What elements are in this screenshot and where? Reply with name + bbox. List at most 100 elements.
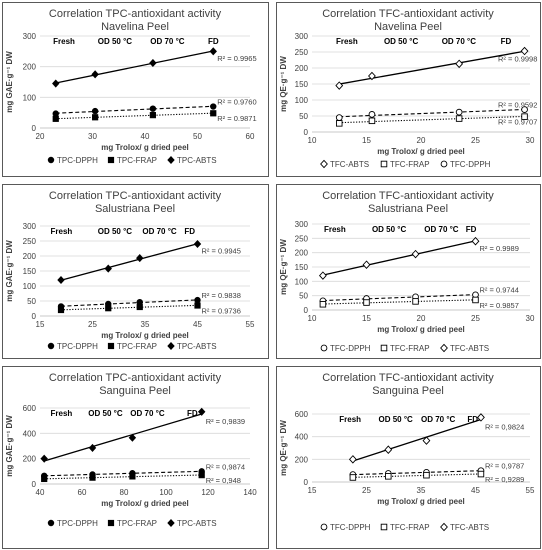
data-point xyxy=(319,301,327,308)
legend-item: TPC-ABTS xyxy=(167,155,217,165)
y-axis-label: mg QE·g⁻¹ DW xyxy=(279,56,288,112)
y-tick-label: 250 xyxy=(295,48,309,57)
x-axis-label: mg Trolox/ g dried peel xyxy=(101,331,189,340)
series-TFC-ABTS: R² = 0.9989 xyxy=(318,236,519,280)
legend-marker xyxy=(440,343,448,353)
x-tick-label: 55 xyxy=(246,320,255,329)
r-squared-label: R² = 0,9824 xyxy=(485,422,524,431)
stage-annotation: FD xyxy=(501,37,512,46)
legend-label: TFC-FRAP xyxy=(390,523,430,532)
x-tick-label: 100 xyxy=(159,488,173,497)
data-point xyxy=(335,114,343,121)
data-point xyxy=(136,303,143,311)
x-tick-label: 140 xyxy=(243,488,257,497)
data-point xyxy=(521,106,528,113)
y-tick-label: 150 xyxy=(23,267,37,276)
data-point xyxy=(210,110,217,117)
legend: TFC-ABTS TFC-FRAP TFC-DPPH xyxy=(320,159,491,169)
data-point xyxy=(105,305,112,312)
data-point xyxy=(368,117,376,125)
data-point xyxy=(92,114,99,121)
data-point xyxy=(104,264,112,273)
x-tick-label: 30 xyxy=(526,314,535,323)
data-point xyxy=(149,58,157,68)
legend-marker xyxy=(47,342,55,350)
x-tick-label: 15 xyxy=(308,486,317,495)
legend-label: TFC-FRAP xyxy=(390,160,430,169)
chart-frame xyxy=(2,2,269,177)
y-tick-label: 200 xyxy=(295,249,309,258)
y-tick-label: 100 xyxy=(23,282,37,291)
legend-label: TPC-ABTS xyxy=(177,156,217,165)
data-point xyxy=(477,413,485,422)
legend-label: TPC-FRAP xyxy=(117,342,157,351)
y-tick-label: 200 xyxy=(295,455,309,464)
data-point xyxy=(520,46,529,56)
legend-item: TPC-FRAP xyxy=(107,342,157,351)
legend-marker xyxy=(320,523,328,531)
legend-marker xyxy=(320,344,328,352)
legend-item: TFC-FRAP xyxy=(380,523,430,532)
stage-annotation: OD 70 °C xyxy=(150,37,185,46)
data-point xyxy=(423,471,430,479)
stage-annotation: OD 50 °C xyxy=(372,225,407,234)
data-point xyxy=(422,436,431,445)
trendline xyxy=(55,50,214,84)
legend-label: TPC-FRAP xyxy=(117,156,157,165)
legend-marker xyxy=(440,522,448,532)
y-tick-label: 0 xyxy=(32,480,37,489)
chart-panel-1: Correlation TPC-antioxidant activityNave… xyxy=(2,2,269,177)
legend-label: TFC-ABTS xyxy=(450,523,489,532)
x-tick-label: 20 xyxy=(417,314,426,323)
series-TPC-ABTS: R² = 0,9839 xyxy=(40,407,245,463)
legend-marker xyxy=(47,519,55,527)
r-squared-label: R² = 0.9760 xyxy=(217,97,256,106)
data-point xyxy=(136,254,144,263)
r-squared-label: R² = 0.9871 xyxy=(217,114,256,123)
data-point xyxy=(368,71,376,81)
y-tick-label: 150 xyxy=(295,263,309,272)
data-point xyxy=(193,239,202,249)
y-tick-label: 50 xyxy=(27,297,36,306)
y-axis-label: mg QE·g⁻¹ DW xyxy=(279,239,288,295)
stage-annotation: OD 70 °C xyxy=(142,227,177,236)
r-squared-label: R² = 0,9839 xyxy=(206,417,245,426)
r-squared-label: R² = 0.9736 xyxy=(202,306,241,315)
r-squared-label: R² = 0,9289 xyxy=(485,475,524,484)
legend-marker xyxy=(380,523,388,531)
x-tick-label: 80 xyxy=(120,488,129,497)
stage-annotation: Fresh xyxy=(336,37,358,46)
chart-subtitle: Salustriana Peel xyxy=(368,203,448,215)
data-point xyxy=(521,113,528,120)
legend-label: TFC-DPPH xyxy=(330,344,371,353)
data-point xyxy=(194,302,201,309)
x-tick-label: 25 xyxy=(471,314,480,323)
stage-annotation: OD 70 °C xyxy=(130,409,165,418)
x-tick-label: 45 xyxy=(193,320,202,329)
legend-item: TFC-DPPH xyxy=(440,160,491,169)
data-point xyxy=(411,249,420,259)
data-point xyxy=(318,271,327,280)
y-axis-label: mg GAE·g⁻¹ DW xyxy=(5,415,14,477)
y-tick-label: 0 xyxy=(32,124,37,133)
data-point xyxy=(149,105,157,112)
legend-label: TPC-ABTS xyxy=(177,519,217,528)
x-tick-label: 30 xyxy=(88,132,97,141)
trendline xyxy=(44,470,202,477)
stage-annotation: OD 70 °C xyxy=(424,225,459,234)
legend-item: TFC-DPPH xyxy=(320,523,371,532)
legend-item: TPC-FRAP xyxy=(107,519,157,528)
data-point xyxy=(455,108,463,116)
legend-label: TPC-DPPH xyxy=(57,342,98,351)
trendline xyxy=(339,108,525,118)
chart-title: Correlation TPC-antioxidant activity xyxy=(49,372,222,384)
y-tick-label: 150 xyxy=(295,80,309,89)
stage-annotation: Fresh xyxy=(53,37,75,46)
trendline xyxy=(322,294,476,302)
y-tick-label: 0 xyxy=(32,312,37,321)
x-tick-label: 20 xyxy=(417,136,426,145)
r-squared-label: R² = 0.9989 xyxy=(480,244,519,253)
legend-marker xyxy=(47,156,55,164)
data-point xyxy=(197,407,206,416)
